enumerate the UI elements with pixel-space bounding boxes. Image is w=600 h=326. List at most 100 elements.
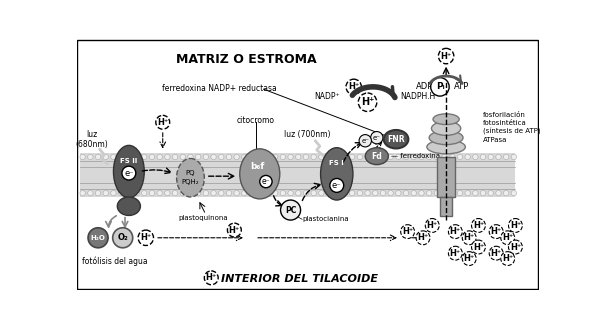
Circle shape (95, 154, 101, 160)
Text: plastocianina: plastocianina (302, 216, 349, 222)
Circle shape (462, 252, 476, 265)
Circle shape (288, 154, 293, 160)
Circle shape (488, 190, 493, 196)
Circle shape (296, 190, 301, 196)
Text: H⁺: H⁺ (473, 221, 484, 230)
Circle shape (442, 190, 447, 196)
Text: H⁺: H⁺ (440, 52, 452, 61)
Circle shape (226, 190, 232, 196)
Circle shape (488, 154, 493, 160)
Circle shape (448, 246, 462, 260)
Circle shape (371, 131, 383, 144)
Text: PQ: PQ (186, 170, 195, 176)
Text: fosforilación
fotosintética
(síntesis de ATP)
ATPasa: fosforilación fotosintética (síntesis de… (483, 112, 541, 143)
Circle shape (357, 190, 362, 196)
Circle shape (205, 271, 218, 285)
Bar (437, 157, 455, 197)
Circle shape (188, 154, 193, 160)
Text: H⁺: H⁺ (427, 221, 438, 230)
Circle shape (288, 190, 293, 196)
Circle shape (431, 78, 449, 96)
Circle shape (180, 190, 185, 196)
Circle shape (188, 190, 193, 196)
Circle shape (342, 190, 347, 196)
Circle shape (227, 223, 241, 237)
Circle shape (203, 154, 209, 160)
Circle shape (203, 190, 209, 196)
Circle shape (138, 230, 154, 245)
Text: H⁺: H⁺ (418, 233, 428, 242)
Circle shape (346, 79, 361, 95)
Text: fotólisis del agua: fotólisis del agua (82, 256, 148, 266)
Circle shape (250, 190, 255, 196)
Circle shape (172, 154, 178, 160)
Circle shape (496, 190, 501, 196)
Text: H⁺: H⁺ (361, 97, 374, 107)
Ellipse shape (431, 122, 461, 135)
Text: H⁺: H⁺ (464, 254, 475, 263)
Circle shape (342, 154, 347, 160)
Circle shape (88, 228, 108, 248)
Circle shape (157, 154, 163, 160)
Circle shape (334, 190, 340, 196)
Text: O₂: O₂ (118, 233, 128, 242)
Circle shape (296, 154, 301, 160)
Circle shape (481, 154, 486, 160)
Text: e⁻: e⁻ (124, 169, 134, 178)
Ellipse shape (113, 145, 144, 198)
Text: H⁺: H⁺ (157, 118, 169, 127)
Text: FNR: FNR (387, 135, 405, 144)
Ellipse shape (384, 130, 409, 148)
Circle shape (211, 154, 216, 160)
Circle shape (419, 154, 424, 160)
Circle shape (156, 115, 170, 129)
Circle shape (257, 154, 262, 160)
Circle shape (449, 154, 455, 160)
Circle shape (311, 190, 316, 196)
Text: INTERIOR DEL TILACOIDE: INTERIOR DEL TILACOIDE (221, 274, 379, 284)
Ellipse shape (240, 149, 280, 199)
Circle shape (226, 154, 232, 160)
Circle shape (80, 190, 85, 196)
Circle shape (103, 190, 109, 196)
Circle shape (357, 154, 362, 160)
Circle shape (511, 154, 517, 160)
Bar (440, 197, 452, 216)
Circle shape (427, 190, 432, 196)
Circle shape (501, 231, 515, 245)
Circle shape (280, 190, 286, 196)
Circle shape (434, 154, 440, 160)
Circle shape (234, 190, 239, 196)
Circle shape (373, 154, 378, 160)
Circle shape (457, 154, 463, 160)
Circle shape (434, 190, 440, 196)
Circle shape (149, 154, 155, 160)
Text: FS II: FS II (120, 158, 137, 164)
Circle shape (334, 154, 340, 160)
Ellipse shape (429, 131, 463, 145)
Circle shape (265, 190, 270, 196)
Circle shape (134, 190, 139, 196)
Circle shape (164, 190, 170, 196)
Circle shape (395, 190, 401, 196)
Circle shape (250, 154, 255, 160)
Text: FS I: FS I (329, 160, 344, 166)
Circle shape (95, 190, 101, 196)
Text: MATRIZ O ESTROMA: MATRIZ O ESTROMA (176, 53, 316, 66)
Text: H⁺: H⁺ (450, 249, 461, 258)
Text: plastoquinona: plastoquinona (179, 215, 229, 221)
Circle shape (319, 154, 324, 160)
Circle shape (358, 93, 377, 111)
Text: H₂O: H₂O (91, 235, 106, 241)
Circle shape (272, 190, 278, 196)
Circle shape (157, 190, 163, 196)
Circle shape (349, 154, 355, 160)
Circle shape (111, 190, 116, 196)
Text: H⁺: H⁺ (229, 226, 240, 235)
Circle shape (111, 154, 116, 160)
Circle shape (196, 190, 201, 196)
Bar (80, 153, 515, 197)
Text: ferredoxina NADP+ reductasa: ferredoxina NADP+ reductasa (161, 84, 277, 93)
Circle shape (349, 190, 355, 196)
Text: NADPH.H: NADPH.H (400, 92, 435, 101)
